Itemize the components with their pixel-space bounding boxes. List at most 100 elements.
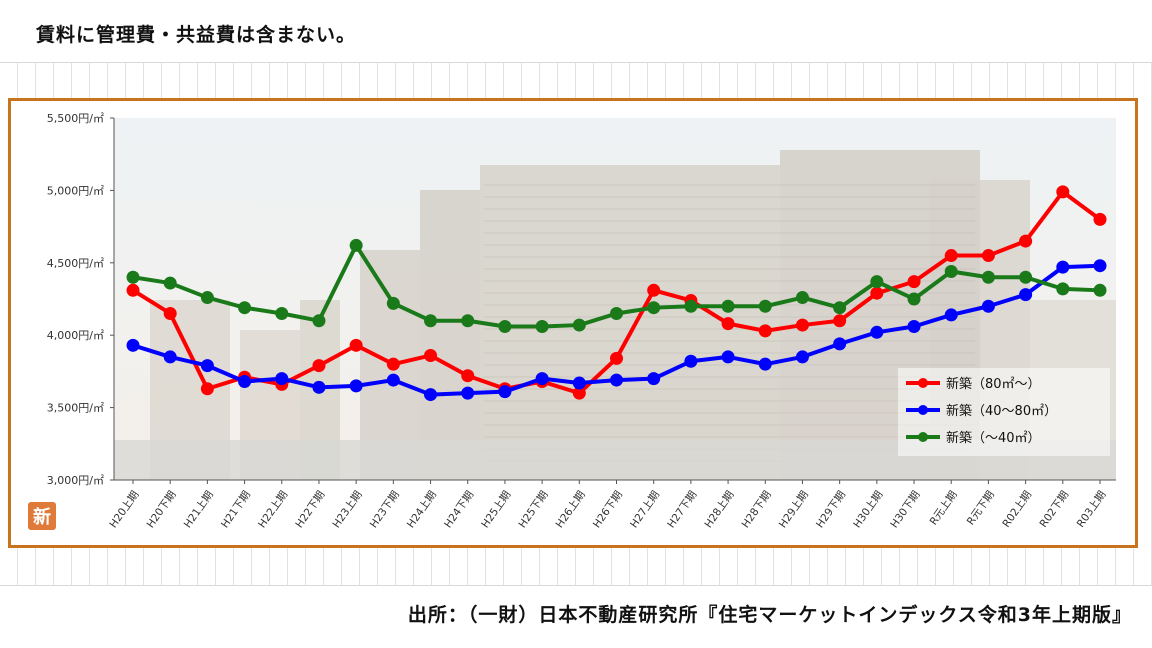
data-point (647, 283, 661, 297)
data-point (758, 357, 772, 371)
x-tick-label: H29下期 (814, 489, 848, 531)
data-point (349, 379, 363, 393)
data-point (1056, 185, 1070, 199)
data-point (981, 270, 995, 284)
x-tick-label: H22上期 (256, 489, 290, 531)
x-tick-label: H30上期 (851, 489, 885, 531)
header-band (0, 0, 1152, 62)
y-tick-label: 5,000円/㎡ (47, 184, 104, 197)
data-point (498, 320, 512, 334)
series-lines (126, 185, 1107, 402)
data-point (684, 354, 698, 368)
data-point (312, 314, 326, 328)
data-point (795, 318, 809, 332)
data-point (944, 264, 958, 278)
data-point (386, 357, 400, 371)
data-point (907, 275, 921, 289)
y-tick-label: 3,000円/㎡ (47, 474, 104, 487)
data-point (795, 291, 809, 305)
x-tick-label: R02上期 (1000, 489, 1034, 530)
data-point (163, 350, 177, 364)
data-point (1093, 283, 1107, 297)
data-point (1019, 270, 1033, 284)
x-tick-label: H23上期 (331, 489, 365, 531)
data-point (386, 373, 400, 387)
data-point (684, 299, 698, 313)
data-point (163, 306, 177, 320)
legend-label: 新築（80㎡～） (946, 376, 1041, 392)
data-point (1019, 288, 1033, 302)
divider (0, 62, 1152, 63)
data-point (386, 296, 400, 310)
data-point (312, 380, 326, 394)
data-point (424, 388, 438, 402)
x-tick-label: H27下期 (665, 489, 699, 531)
x-tick-label: R03上期 (1075, 489, 1109, 530)
data-point (312, 359, 326, 373)
data-point (870, 286, 884, 300)
data-point (535, 372, 549, 386)
x-tick-label: H28下期 (740, 489, 774, 531)
legend-swatch-marker (918, 432, 928, 442)
data-point (758, 299, 772, 313)
x-tick-label: H26下期 (591, 489, 625, 531)
data-point (424, 348, 438, 362)
footer-band (0, 585, 1152, 648)
data-point (461, 314, 475, 328)
data-point (535, 320, 549, 334)
data-point (572, 386, 586, 400)
source-citation: 出所：（一財）日本不動産研究所『住宅マーケットインデックス令和3年上期版』 (407, 604, 1132, 626)
data-point (349, 238, 363, 252)
data-point (498, 385, 512, 399)
data-point (238, 301, 252, 315)
chart-legend: 新築（80㎡～） 新築（40～80㎡） 新築（～40㎡） (898, 368, 1110, 456)
y-tick-label: 5,500円/㎡ (47, 112, 104, 125)
x-tick-label: H20下期 (145, 489, 179, 531)
x-tick-label: H25上期 (479, 489, 513, 531)
x-tick-label: H21下期 (219, 489, 253, 531)
y-tick-label: 3,500円/㎡ (47, 402, 104, 415)
data-point (870, 275, 884, 289)
rent-note: 賃料に管理費・共益費は含まない。 (36, 24, 357, 46)
x-tick-label: H22下期 (293, 489, 327, 531)
data-point (981, 249, 995, 263)
x-tick-label: R02下期 (1038, 489, 1072, 530)
x-tick-label: H30下期 (888, 489, 922, 531)
data-point (275, 306, 289, 320)
data-point (758, 324, 772, 338)
x-tick-label: H24上期 (405, 489, 439, 531)
data-point (200, 359, 214, 373)
x-tick-label: R元上期 (928, 489, 960, 528)
divider (0, 585, 1152, 586)
data-point (1056, 282, 1070, 296)
data-point (1093, 212, 1107, 226)
x-tick-label: H24下期 (442, 489, 476, 531)
data-point (349, 338, 363, 352)
data-point (200, 382, 214, 396)
data-point (833, 301, 847, 315)
data-point (163, 276, 177, 290)
data-point (833, 337, 847, 351)
building-shape (420, 190, 480, 480)
data-point (1056, 260, 1070, 274)
data-point (1019, 234, 1033, 248)
data-point (275, 372, 289, 386)
data-point (610, 351, 623, 365)
data-point (981, 299, 995, 313)
data-point (944, 249, 958, 263)
data-point (126, 283, 140, 297)
data-point (647, 301, 661, 315)
data-point (795, 350, 809, 364)
x-tick-label: H26上期 (554, 489, 588, 531)
x-tick-label: H21上期 (182, 489, 216, 531)
data-point (126, 338, 140, 352)
legend-swatch-marker (918, 405, 928, 415)
data-point (238, 375, 252, 389)
legend-swatch-marker (918, 378, 928, 388)
legend-label: 新築（～40㎡） (946, 430, 1041, 446)
data-point (647, 372, 661, 386)
x-tick-label: H20上期 (107, 489, 141, 531)
x-tick-label: H25下期 (517, 489, 551, 531)
data-point (610, 306, 623, 320)
